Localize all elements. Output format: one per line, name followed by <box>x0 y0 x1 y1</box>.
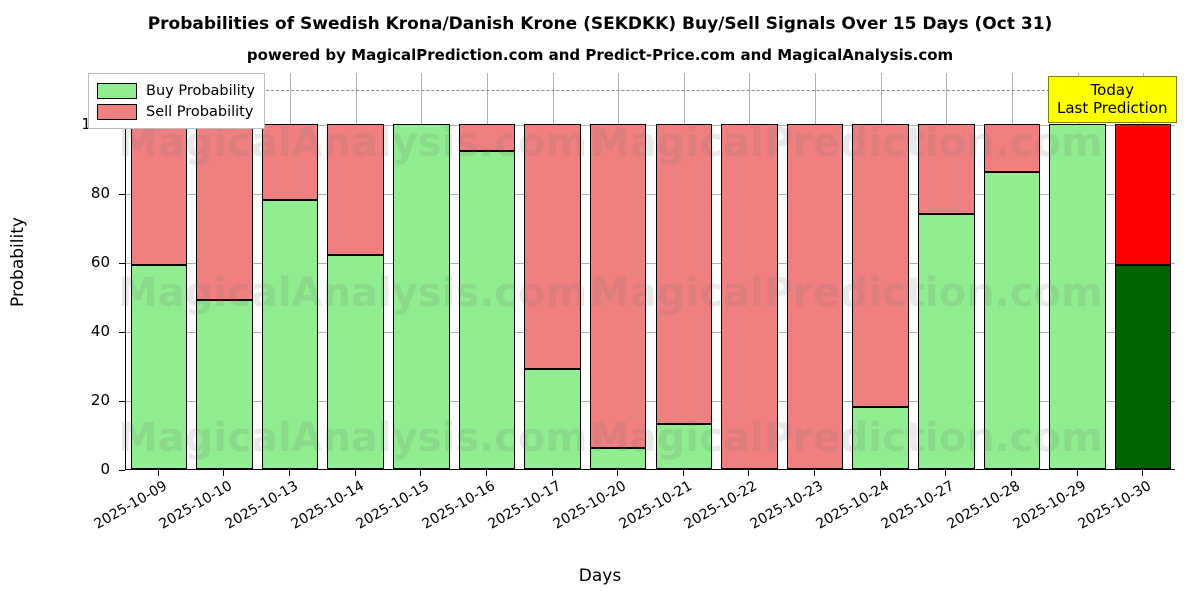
bar-group <box>655 73 713 469</box>
legend-label-buy: Buy Probability <box>146 82 255 99</box>
bar-segment-sell <box>655 123 713 425</box>
bar-group <box>589 73 647 469</box>
bar-segment-buy <box>393 123 450 469</box>
today-annotation: Today Last Prediction <box>1048 76 1177 123</box>
chart-title: Probabilities of Swedish Krona/Danish Kr… <box>147 14 1053 34</box>
bar-group <box>918 73 975 469</box>
x-tick-mark <box>945 470 947 476</box>
bar-group <box>130 73 188 469</box>
x-tick-mark <box>157 470 159 476</box>
x-tick-mark <box>814 470 816 476</box>
y-tick-mark <box>119 193 125 195</box>
bar-segment-buy <box>983 172 1041 469</box>
bar-segment-sell <box>983 123 1041 173</box>
bar-segment-sell <box>918 123 975 214</box>
x-tick-mark <box>289 470 291 476</box>
legend-item-buy: Buy Probability <box>97 80 255 101</box>
legend-swatch-buy <box>97 82 137 99</box>
bar-segment-buy <box>655 424 713 469</box>
legend-swatch-sell <box>97 103 137 120</box>
gridline-horizontal <box>126 193 1175 195</box>
bar-segment-sell <box>196 123 253 300</box>
gridline-horizontal <box>126 331 1175 333</box>
plot-area <box>125 73 1175 470</box>
bar-segment-buy <box>458 151 516 469</box>
y-tick-label: 20 <box>90 390 110 409</box>
legend-item-sell: Sell Probability <box>97 101 255 122</box>
y-tick-label: 40 <box>90 321 110 340</box>
bar-group <box>261 73 319 469</box>
x-tick-mark <box>1142 470 1144 476</box>
bar-segment-sell <box>458 123 516 152</box>
bar-group <box>196 73 253 469</box>
x-tick-mark <box>354 470 356 476</box>
last-prediction-label: Last Prediction <box>1057 99 1168 118</box>
bar-group <box>458 73 516 469</box>
today-label: Today <box>1090 81 1134 99</box>
bar-group <box>1049 73 1106 469</box>
x-tick-mark <box>1076 470 1078 476</box>
bar-segment-buy <box>1049 123 1106 469</box>
y-tick-label: 0 <box>100 460 110 478</box>
bar-segment-sell <box>261 123 319 200</box>
bar-group <box>852 73 909 469</box>
bar-segment-sell <box>721 123 778 469</box>
bar-segment-buy <box>589 448 647 469</box>
bar-group <box>524 73 581 469</box>
bar-segment-sell <box>786 123 844 469</box>
x-tick-mark <box>551 470 553 476</box>
x-tick-mark <box>1010 470 1012 476</box>
x-tick-mark <box>617 470 619 476</box>
bar-group <box>721 73 778 469</box>
bar-segment-buy <box>918 213 975 469</box>
chart-subtitle: powered by MagicalPrediction.com and Pre… <box>246 46 954 64</box>
gridline-horizontal <box>126 400 1175 402</box>
x-tick-mark <box>485 470 487 476</box>
bar-group <box>393 73 450 469</box>
bar-segment-sell <box>327 123 384 255</box>
bar-segment-sell <box>524 123 581 369</box>
y-tick-label: 60 <box>90 252 110 271</box>
y-tick-mark <box>119 331 125 333</box>
bar-segment-sell <box>1114 123 1172 266</box>
bar-group <box>327 73 384 469</box>
bar-group <box>1114 73 1172 469</box>
y-tick-mark <box>119 470 125 471</box>
bar-segment-sell <box>852 123 909 407</box>
bar-segment-buy <box>524 368 581 469</box>
bar-segment-buy <box>261 199 319 469</box>
bar-group <box>786 73 844 469</box>
bar-segment-buy <box>327 254 384 469</box>
x-tick-mark <box>420 470 422 476</box>
x-tick-mark <box>748 470 750 476</box>
bar-segment-buy <box>1114 265 1172 469</box>
bar-segment-buy <box>852 406 909 469</box>
y-tick-label: 80 <box>90 183 110 202</box>
legend-label-sell: Sell Probability <box>146 103 254 120</box>
y-tick-mark <box>119 262 125 264</box>
x-tick-mark <box>879 470 881 476</box>
plot-inner <box>126 73 1175 469</box>
x-tick-mark <box>682 470 684 476</box>
bar-segment-sell <box>130 123 188 266</box>
reference-line <box>126 90 1175 92</box>
chart-legend: Buy Probability Sell Probability <box>88 73 265 129</box>
bar-group <box>983 73 1041 469</box>
bar-segment-buy <box>196 299 253 469</box>
x-tick-mark <box>223 470 225 476</box>
gridline-horizontal <box>126 262 1175 264</box>
bar-segment-buy <box>130 265 188 469</box>
y-tick-mark <box>119 400 125 402</box>
x-axis-label: Days <box>578 566 622 586</box>
y-axis-label: Probability <box>8 217 28 307</box>
gridline-horizontal <box>126 124 1175 126</box>
bar-segment-sell <box>589 123 647 449</box>
